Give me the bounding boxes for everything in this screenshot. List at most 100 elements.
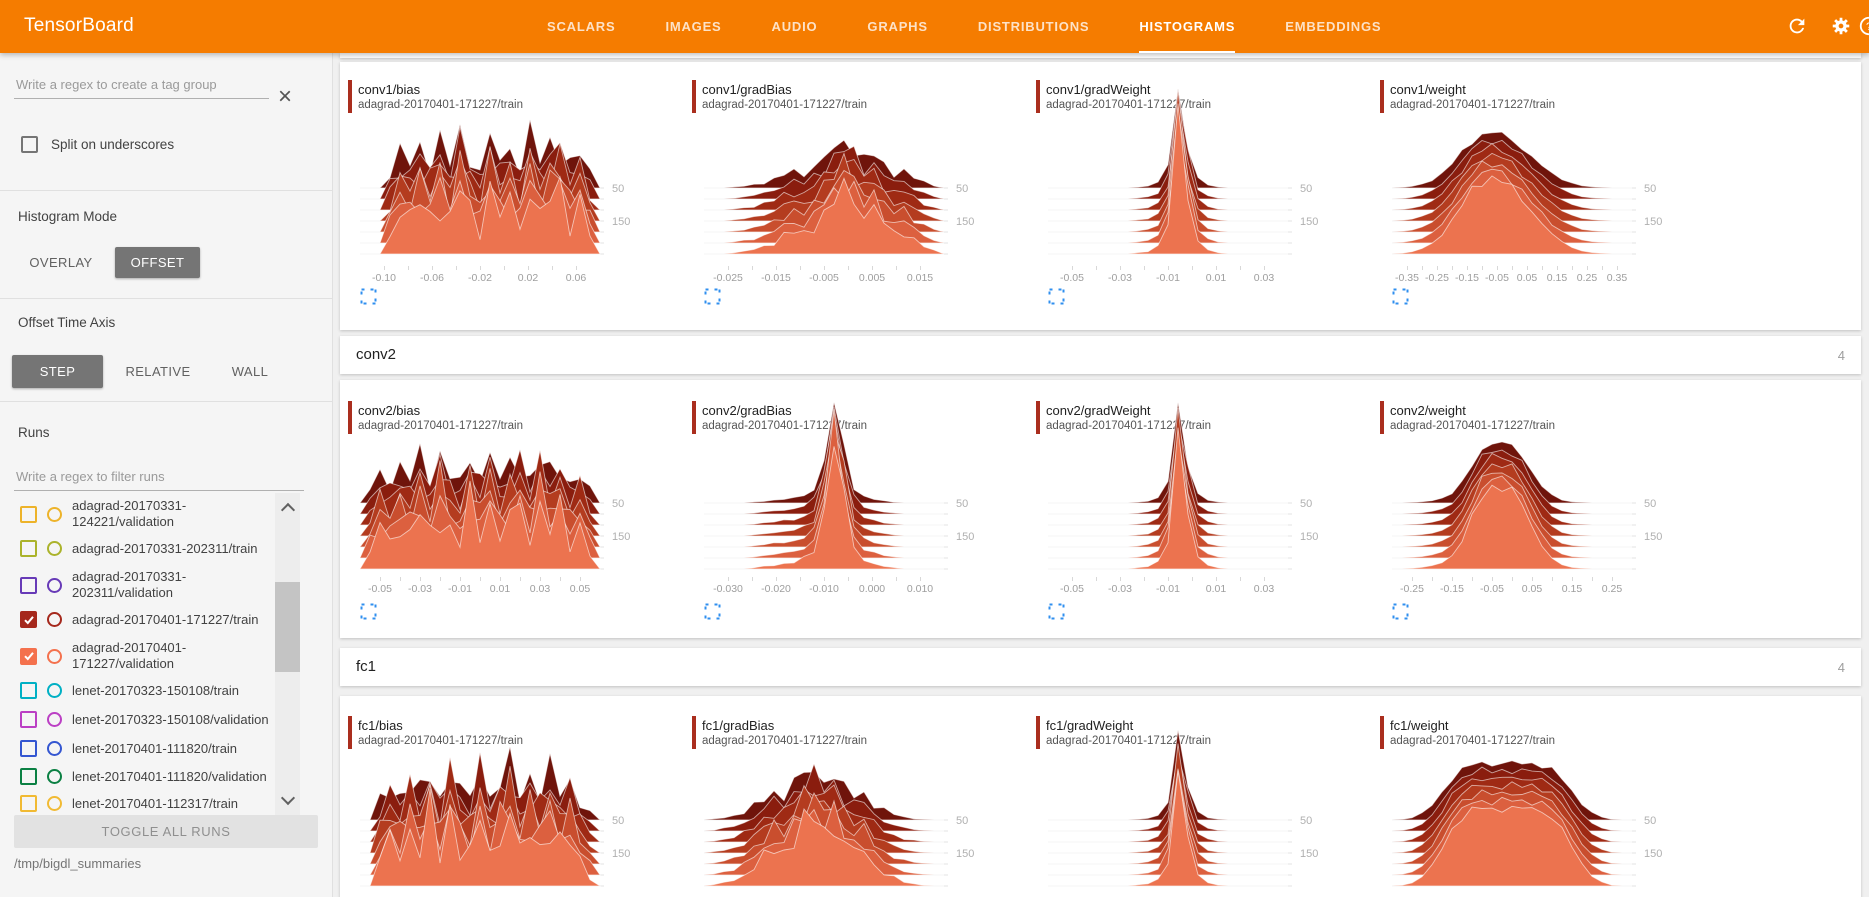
run-item[interactable]: adagrad-20170331-202311/train [20,540,272,557]
histogram-ridgeline-plot[interactable]: 50 150 [1048,62,1340,258]
tick-mark [1617,266,1618,270]
run-radio[interactable] [47,648,62,664]
chart-tag-title: conv1/bias [358,82,421,97]
tab-images[interactable]: IMAGES [665,19,722,34]
expand-chart-icon[interactable] [1392,288,1409,305]
histogram-ridgeline-plot[interactable]: 50 150 [704,62,996,258]
split-underscores-checkbox[interactable] [21,136,38,153]
run-checkbox[interactable] [20,740,37,757]
run-radio[interactable] [47,796,62,811]
expand-chart-icon[interactable] [704,288,721,305]
tab-embeddings[interactable]: EMBEDDINGS [1285,19,1382,34]
run-checkbox[interactable] [20,576,37,594]
run-item[interactable]: adagrad-20170401-171227/validation [20,640,272,672]
histogram-ridgeline-plot[interactable]: 50 150 [1048,380,1340,573]
expand-chart-icon[interactable] [1048,603,1065,620]
run-checkbox[interactable] [20,795,37,812]
histogram-mode-offset-button[interactable]: OFFSET [115,247,200,278]
time-axis-wall-button[interactable]: WALL [231,364,269,379]
group-chart-count: 4 [1837,348,1845,363]
chart-tag-title: conv2/weight [1390,403,1466,418]
tick-mark [1072,577,1073,581]
tick-mark [456,266,457,270]
expand-chart-icon[interactable] [360,603,377,620]
x-axis-tick: 0.03 [1253,583,1275,595]
run-regex-input[interactable] [14,462,304,491]
step-axis-tick: 150 [956,848,974,860]
run-radio[interactable] [47,577,62,593]
run-item[interactable]: adagrad-20170331-124221/validation [20,498,272,530]
histogram-ridgeline-plot[interactable]: 50 150 [704,380,996,573]
run-item[interactable]: lenet-20170401-112317/train [20,795,272,812]
expand-chart-icon[interactable] [704,603,721,620]
run-checkbox[interactable] [20,768,37,785]
help-icon[interactable]: ? [1858,15,1869,39]
run-item[interactable]: adagrad-20170331-202311/validation [20,569,272,601]
offset-time-axis-label: Offset Time Axis [18,315,116,330]
expand-chart-icon[interactable] [1392,603,1409,620]
histogram-ridgeline-plot[interactable]: 50 150 [1392,62,1684,258]
histogram-ridgeline-plot[interactable]: 50 150 [1048,696,1340,890]
scrollbar-thumb[interactable] [275,582,300,672]
run-checkbox[interactable] [20,647,37,665]
run-checkbox[interactable] [20,540,37,557]
tab-scalars[interactable]: SCALARS [547,19,616,34]
tick-mark [500,577,501,581]
run-radio[interactable] [47,506,62,522]
run-radio[interactable] [47,541,62,556]
run-checkbox[interactable] [20,711,37,728]
expand-chart-icon[interactable] [360,288,377,305]
clear-tag-regex-icon[interactable]: × [278,83,293,110]
histogram-ridgeline-plot[interactable]: 50 150 [704,696,996,890]
run-radio[interactable] [47,683,62,698]
run-item[interactable]: lenet-20170401-111820/validation [20,768,272,785]
log-dir-path: /tmp/bigdl_summaries [14,856,142,871]
histogram-ridgeline-plot[interactable]: 50 150 [360,62,652,258]
tick-mark [480,577,481,581]
scroll-up-icon[interactable] [280,502,296,518]
chart-tag-title: fc1/weight [1390,718,1449,733]
svg-text:?: ? [1866,21,1869,33]
run-item[interactable]: lenet-20170323-150108/validation [20,711,272,728]
x-axis-tick: -0.015 [761,272,791,284]
tab-audio[interactable]: AUDIO [771,19,818,34]
run-radio[interactable] [47,712,62,727]
chart-run-name: adagrad-20170401-171227/train [1390,420,1555,432]
run-item[interactable]: lenet-20170401-111820/train [20,740,272,757]
refresh-icon[interactable] [1786,15,1810,39]
run-checkbox[interactable] [20,505,37,523]
time-axis-step-button[interactable]: STEP [12,355,103,388]
group-header-conv2[interactable]: conv2 4 [340,336,1861,374]
expand-chart-icon[interactable] [1048,288,1065,305]
step-axis-tick: 50 [956,183,968,195]
tab-graphs[interactable]: GRAPHS [867,19,928,34]
sidebar: × Split on underscores Histogram Mode OV… [0,53,333,897]
histogram-ridgeline-plot[interactable]: 50 150 [360,380,652,573]
time-axis-relative-button[interactable]: RELATIVE [125,364,191,379]
run-label: lenet-20170401-111820/validation [72,768,267,784]
tab-histograms[interactable]: HISTOGRAMS [1139,0,1235,53]
chart-conv2-bias: conv2/bias adagrad-20170401-171227/train 5… [348,380,692,638]
run-radio[interactable] [47,741,62,756]
scroll-down-icon[interactable] [280,790,296,806]
histogram-ridgeline-plot[interactable]: 50 150 [1392,696,1684,890]
run-item[interactable]: lenet-20170323-150108/train [20,682,272,699]
settings-gear-icon[interactable] [1830,15,1854,39]
charts-card-fc1: fc1/bias adagrad-20170401-171227/train 50 1… [340,696,1861,897]
split-on-underscores-row[interactable]: Split on underscores [21,136,174,153]
group-header-fc1[interactable]: fc1 4 [340,648,1861,686]
tag-regex-input[interactable] [14,70,269,99]
chart-conv2-gradBias: conv2/gradBias adagrad-20170401-171227/tr… [692,380,1036,638]
histogram-ridgeline-plot[interactable]: 50 150 [1392,380,1684,573]
toggle-all-runs-button[interactable]: TOGGLE ALL RUNS [14,815,318,848]
x-axis: -0.25 -0.15 -0.05 0.05 0.15 0.25 [1392,577,1632,597]
run-checkbox[interactable] [20,682,37,699]
tab-distributions[interactable]: DISTRIBUTIONS [977,19,1090,34]
run-item[interactable]: adagrad-20170401-171227/train [20,611,272,628]
histogram-mode-overlay-button[interactable]: OVERLAY [29,255,93,270]
histogram-ridgeline-plot[interactable]: 50 150 [360,696,652,890]
run-radio[interactable] [47,769,62,784]
run-list-scrollbar[interactable] [275,493,300,815]
run-checkbox[interactable] [20,611,37,628]
run-radio[interactable] [47,612,62,627]
